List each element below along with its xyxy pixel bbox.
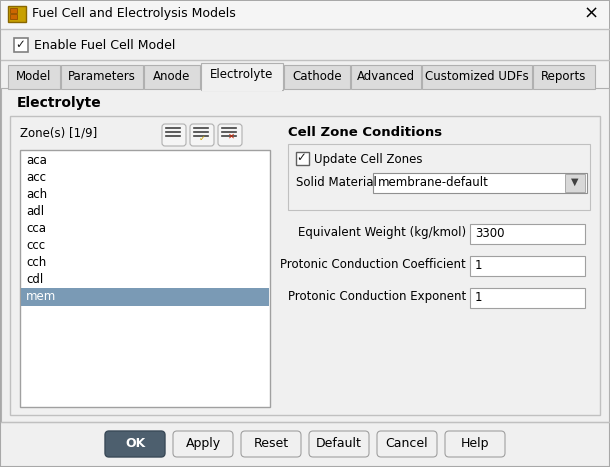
Bar [373, 173, 587, 193]
Bar [470, 288, 585, 308]
Text: Model: Model [16, 70, 52, 83]
Text: Cell Zone Conditions: Cell Zone Conditions [288, 126, 442, 139]
Text: ×: × [583, 5, 598, 23]
Text: Solid Material: Solid Material [296, 176, 377, 189]
Text: 3300: 3300 [475, 227, 504, 240]
Text: Fuel Cell and Electrolysis Models: Fuel Cell and Electrolysis Models [32, 7, 235, 20]
Bar [144, 65, 200, 89]
Text: Equivalent Weight (kg/kmol): Equivalent Weight (kg/kmol) [298, 226, 466, 239]
Text: membrane-default: membrane-default [378, 176, 489, 189]
Bar [8, 6, 26, 22]
Bar [10, 116, 600, 415]
Bar [470, 256, 585, 276]
Bar [1, 1, 609, 29]
FancyBboxPatch shape [173, 431, 233, 457]
Text: cdl: cdl [26, 273, 43, 286]
Text: Cancel: Cancel [386, 437, 428, 450]
Text: Advanced: Advanced [357, 70, 415, 83]
FancyBboxPatch shape [105, 431, 165, 457]
Bar [296, 152, 309, 165]
Text: Electrolyte: Electrolyte [17, 96, 102, 110]
Text: Protonic Conduction Coefficient: Protonic Conduction Coefficient [280, 258, 466, 271]
Bar [533, 65, 595, 89]
FancyBboxPatch shape [377, 431, 437, 457]
Bar [288, 144, 590, 210]
Text: Update Cell Zones: Update Cell Zones [314, 153, 423, 166]
Text: Reports: Reports [541, 70, 587, 83]
Text: cch: cch [26, 256, 46, 269]
FancyBboxPatch shape [218, 124, 242, 146]
Text: Enable Fuel Cell Model: Enable Fuel Cell Model [34, 39, 176, 52]
Text: 1: 1 [475, 259, 483, 272]
Bar [14, 38, 28, 52]
Text: Apply: Apply [185, 437, 221, 450]
Text: aca: aca [26, 154, 47, 167]
Text: ach: ach [26, 188, 47, 201]
Bar [201, 63, 283, 90]
Text: acc: acc [26, 171, 46, 184]
Text: ✓: ✓ [198, 134, 206, 143]
Text: ✕: ✕ [228, 132, 234, 141]
Text: mem: mem [26, 290, 56, 303]
Bar [565, 174, 585, 192]
FancyBboxPatch shape [190, 124, 214, 146]
Text: Parameters: Parameters [68, 70, 136, 83]
Bar [61, 65, 143, 89]
FancyBboxPatch shape [309, 431, 369, 457]
FancyBboxPatch shape [241, 431, 301, 457]
FancyBboxPatch shape [162, 124, 186, 146]
Text: Zone(s) [1/9]: Zone(s) [1/9] [20, 127, 97, 140]
Text: adl: adl [26, 205, 44, 218]
Bar [351, 65, 421, 89]
Bar [470, 224, 585, 244]
Text: ✓: ✓ [15, 38, 25, 51]
Text: ▼: ▼ [571, 177, 579, 187]
Text: cca: cca [26, 222, 46, 235]
Text: Protonic Conduction Exponent: Protonic Conduction Exponent [288, 290, 466, 303]
Bar [21, 288, 269, 306]
Text: Default: Default [316, 437, 362, 450]
Bar [202, 89, 282, 91]
FancyBboxPatch shape [445, 431, 505, 457]
Text: ✓: ✓ [296, 151, 306, 164]
Text: Customized UDFs: Customized UDFs [425, 70, 529, 83]
Text: Cathode: Cathode [292, 70, 342, 83]
Bar [422, 65, 532, 89]
Bar [10, 8, 17, 13]
Bar [284, 65, 350, 89]
Text: Electrolyte: Electrolyte [210, 68, 274, 81]
Bar [20, 150, 270, 407]
Text: OK: OK [125, 437, 145, 450]
Text: ccc: ccc [26, 239, 45, 252]
Text: Anode: Anode [153, 70, 191, 83]
Text: Reset: Reset [253, 437, 289, 450]
Bar [1, 88, 609, 422]
Text: Help: Help [461, 437, 489, 450]
Bar [10, 14, 17, 19]
Text: 1: 1 [475, 291, 483, 304]
Bar [8, 65, 60, 89]
